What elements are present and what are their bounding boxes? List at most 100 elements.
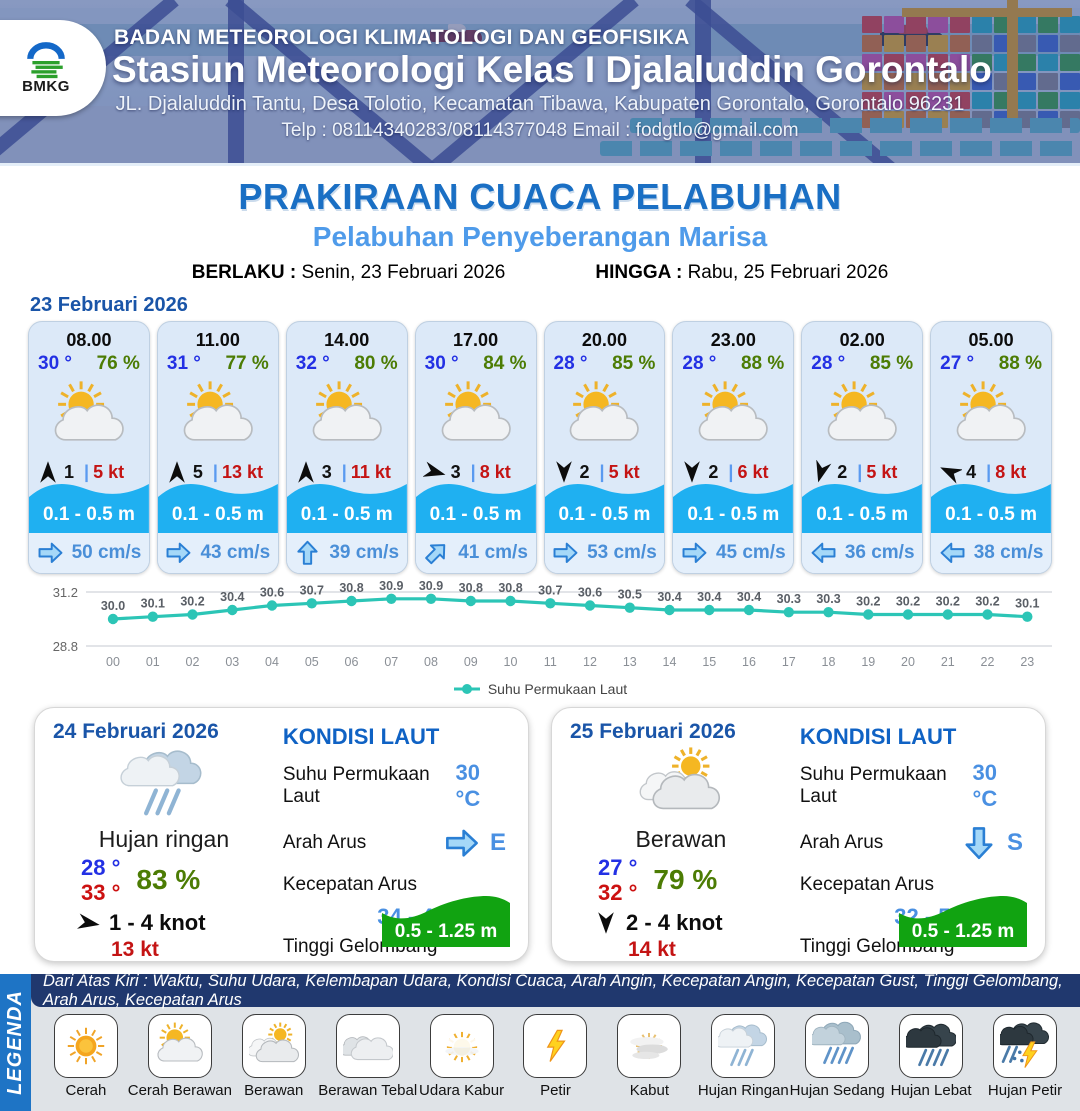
hujan-ringan-weather-icon (718, 1024, 768, 1067)
sea-condition-title: KONDISI LAUT (282, 724, 440, 749)
container-cell (1060, 92, 1080, 109)
current-row: 53 cm/s (544, 533, 665, 573)
wave-shape (931, 484, 1051, 533)
wave-shape (157, 484, 278, 533)
temp-humidity-row: 30 ° 84 % (416, 351, 536, 375)
header-text: BADAN METEOROLOGI KLIMATOLOGI DAN GEOFIS… (0, 0, 1080, 142)
x-tick: 03 (225, 655, 239, 669)
data-point (982, 609, 993, 620)
station-address: JL. Djalaluddin Tantu, Desa Tolotio, Kec… (115, 92, 965, 115)
container-cell (862, 35, 882, 52)
wave-height-band: 0.1 - 0.5 m (286, 476, 407, 533)
hourly-card: 08.00 30 ° 76 % 1 | 5 kt 0.1 - 0.5 m 50 … (28, 321, 150, 574)
current-direction-icon (965, 827, 993, 860)
daily-weather-column: 24 Februari 2026 Hujan ringan 28 ° 33 ° … (35, 708, 275, 961)
wave-height-band: 0.1 - 0.5 m (157, 476, 278, 533)
x-tick: 23 (1020, 655, 1034, 669)
current-direction-icon (940, 542, 965, 564)
wave-shape (673, 484, 794, 533)
green-wave-shape (382, 896, 510, 947)
x-tick: 14 (663, 655, 677, 669)
wave-height: 0.1 - 0.5 m (558, 504, 651, 525)
legend-icon-box (523, 1014, 588, 1078)
temp-min-max: 27 ° 32 ° (598, 855, 637, 906)
legend-item: Hujan Sedang (790, 1014, 885, 1099)
cerah-berawan-weather-icon (956, 381, 1026, 441)
hujan-lebat-weather-icon (906, 1023, 957, 1067)
x-tick: 07 (384, 655, 398, 669)
temp-max: 33 ° (81, 880, 121, 906)
cerah-berawan-weather-icon (183, 381, 253, 441)
legend-icon-box (899, 1014, 964, 1078)
container-cell (928, 54, 948, 71)
point-label: 30.7 (300, 583, 324, 597)
container-cell (906, 16, 926, 33)
data-point (1022, 611, 1033, 622)
wind-direction-icon (40, 461, 56, 483)
current-dir-letter: S (1006, 829, 1023, 857)
daily-condition: Hujan ringan (98, 826, 230, 852)
container-cell (1060, 16, 1080, 33)
current-direction-icon (425, 544, 446, 565)
separator: | (84, 461, 90, 482)
wind-row: 2 | 6 kt (673, 459, 793, 485)
data-point (863, 609, 874, 620)
legend-icon-box (53, 1014, 118, 1078)
container-cell (972, 73, 992, 90)
point-label: 30.6 (260, 586, 284, 600)
cerah-berawan-weather-icon (441, 381, 511, 441)
air-temperature: 31 ° (166, 353, 201, 374)
weather-icon-box (802, 375, 922, 459)
wave-height: 0.1 - 0.5 m (687, 504, 780, 525)
cerah-berawan-weather-icon (570, 381, 640, 441)
wind-row: 2 | 5 kt (545, 459, 665, 485)
hourly-card: 14.00 32 ° 80 % 3 | 11 kt 0.1 - 0.5 m 39 (285, 321, 408, 574)
terminal-seats-art (630, 118, 1080, 133)
hourly-card: 11.00 31 ° 77 % 5 | 13 kt 0.1 - 0.5 m 43 (156, 321, 279, 574)
legend-note: Dari Atas Kiri : Waktu, Suhu Udara, Kele… (31, 972, 1080, 1009)
container-cell (862, 54, 882, 71)
wind-speed: 3 (321, 461, 332, 482)
wave-shape (286, 484, 407, 533)
point-label: 30.8 (339, 581, 363, 595)
x-tick: 15 (702, 655, 716, 669)
current-dir-value: E (444, 826, 506, 860)
wind-speed: 2 (708, 461, 719, 482)
current-speed-label: Kecepatan Arus (799, 874, 934, 896)
sst-value: 30 °C (455, 760, 481, 811)
wind-speed: 2 (837, 461, 848, 482)
bmkg-logo-text: BMKG (22, 77, 70, 95)
bmkg-emblem-icon (27, 41, 65, 78)
wave-height-band: 0.1 - 0.5 m (673, 476, 794, 533)
legend-item-label: Hujan Petir (987, 1082, 1063, 1099)
container-cell (972, 35, 992, 52)
sea-condition-title: KONDISI LAUT (799, 724, 957, 749)
daily-wind-range: 1 - 4 knot (109, 909, 206, 935)
berawan-tebal-weather-icon (342, 1036, 393, 1061)
point-label: 30.2 (856, 595, 880, 609)
point-label: 30.4 (657, 590, 681, 604)
berlaku-value: Senin, 23 Februari 2026 (301, 262, 506, 283)
point-label: 30.1 (1015, 597, 1039, 611)
humidity: 85 % (612, 353, 656, 374)
y-tick: 28.8 (53, 639, 78, 654)
point-label: 30.9 (419, 579, 443, 593)
point-label: 30.6 (578, 586, 602, 600)
hingga-value: Rabu, 25 Februari 2026 (687, 262, 889, 283)
daily-wind-range: 2 - 4 knot (626, 909, 723, 935)
wave-height-band: 0.1 - 0.5 m (415, 476, 536, 533)
current-speed: 41 cm/s (458, 542, 528, 563)
x-tick: 06 (345, 655, 359, 669)
hujan-ringan-weather-icon (120, 750, 202, 816)
legend-item-label: Kabut (629, 1082, 669, 1099)
wave-height-value: 0.5 - 1.25 m (394, 921, 498, 942)
air-temperature: 28 ° (811, 353, 846, 374)
x-tick: 11 (544, 655, 557, 669)
wave-shape (544, 484, 665, 533)
humidity: 77 % (225, 353, 269, 374)
bmkg-logo: BMKG (0, 20, 106, 116)
hour-label: 20.00 (581, 330, 627, 350)
data-point (505, 595, 516, 607)
current-speed-row: Kecepatan Arus (800, 874, 1023, 896)
data-point (306, 598, 317, 609)
